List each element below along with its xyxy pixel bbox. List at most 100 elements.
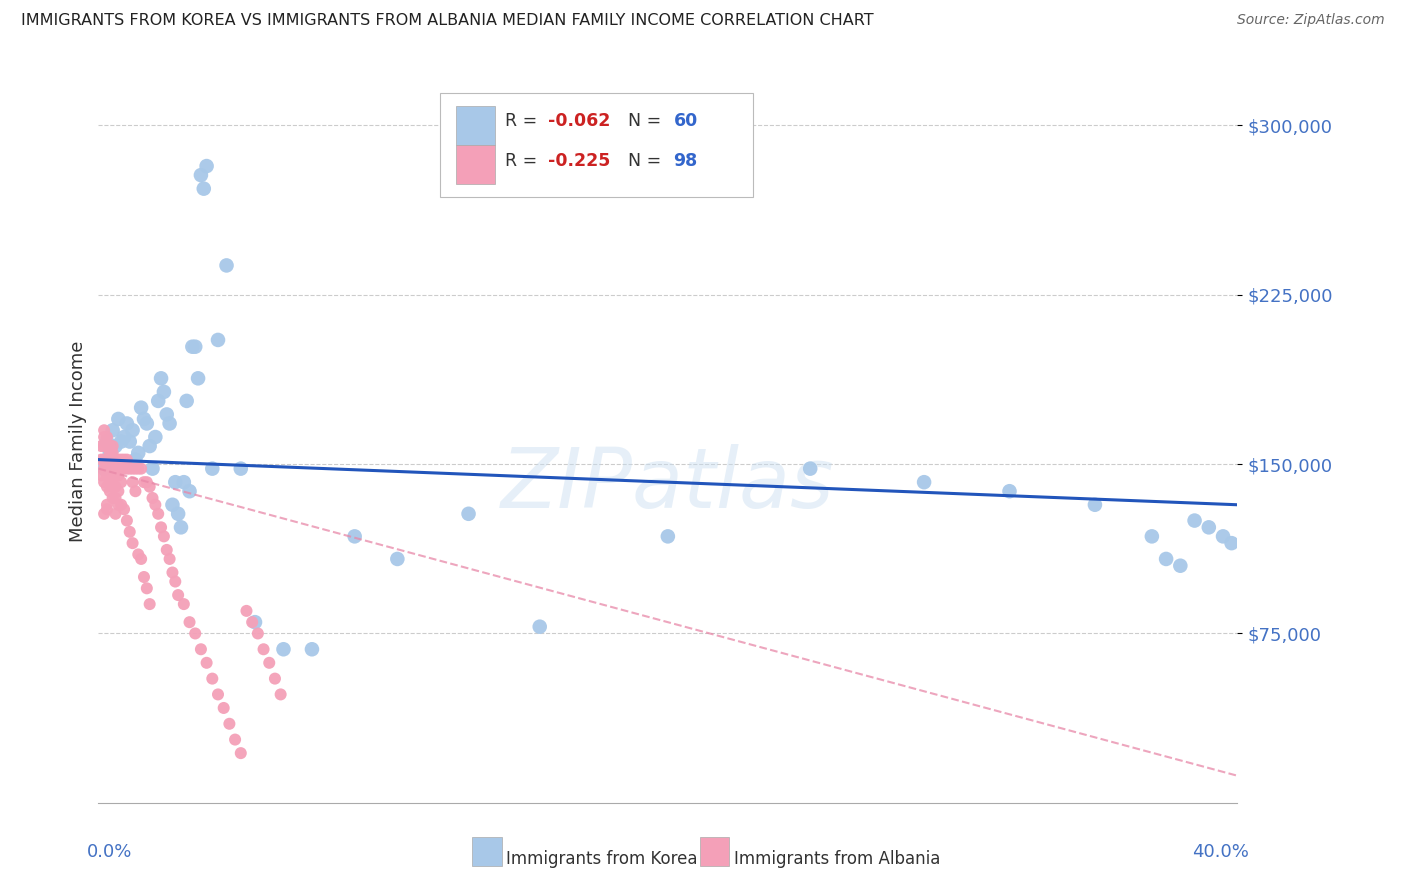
Point xyxy=(93,423,115,437)
Point xyxy=(110,475,132,490)
Point xyxy=(201,672,224,686)
Point xyxy=(159,552,181,566)
Point xyxy=(96,452,118,467)
Text: -0.225: -0.225 xyxy=(548,153,610,170)
Text: Source: ZipAtlas.com: Source: ZipAtlas.com xyxy=(1237,13,1385,28)
Point xyxy=(270,687,292,701)
Point xyxy=(132,570,155,584)
Point xyxy=(387,552,409,566)
Point xyxy=(141,461,163,475)
Point xyxy=(132,412,155,426)
Point xyxy=(159,417,181,431)
Point xyxy=(93,452,115,467)
Point xyxy=(121,475,143,490)
FancyBboxPatch shape xyxy=(440,93,754,197)
Point xyxy=(107,484,129,499)
Point xyxy=(132,475,155,490)
Point xyxy=(301,642,323,657)
Point xyxy=(148,507,170,521)
Text: -0.062: -0.062 xyxy=(548,112,610,130)
Point xyxy=(104,461,127,475)
Point xyxy=(104,452,127,467)
Point xyxy=(98,461,121,475)
Point xyxy=(93,461,115,475)
Point xyxy=(173,597,195,611)
Point xyxy=(115,417,138,431)
Text: 40.0%: 40.0% xyxy=(1192,843,1249,861)
Point xyxy=(101,423,124,437)
Point xyxy=(96,468,118,483)
Point xyxy=(264,672,287,686)
Text: 0.0%: 0.0% xyxy=(87,843,132,861)
Point xyxy=(93,507,115,521)
Point xyxy=(145,498,167,512)
Point xyxy=(115,452,138,467)
Point xyxy=(184,340,207,354)
Point xyxy=(101,446,124,460)
Point xyxy=(138,597,160,611)
FancyBboxPatch shape xyxy=(456,105,495,145)
Point xyxy=(107,498,129,512)
Point xyxy=(101,439,124,453)
Y-axis label: Median Family Income: Median Family Income xyxy=(69,341,87,542)
Point xyxy=(127,446,149,460)
Point xyxy=(90,452,112,467)
Point xyxy=(148,393,170,408)
FancyBboxPatch shape xyxy=(472,838,502,865)
Point xyxy=(112,430,135,444)
Point xyxy=(187,371,209,385)
Point xyxy=(252,642,274,657)
FancyBboxPatch shape xyxy=(456,145,495,185)
Point xyxy=(150,520,173,534)
Point xyxy=(96,480,118,494)
Point xyxy=(104,480,127,494)
Point xyxy=(799,461,821,475)
Point xyxy=(127,461,149,475)
Point xyxy=(179,484,201,499)
Point xyxy=(96,461,118,475)
Point xyxy=(207,687,229,701)
Point xyxy=(153,529,176,543)
Point xyxy=(165,574,187,589)
Text: N =: N = xyxy=(628,112,666,130)
Text: R =: R = xyxy=(505,112,543,130)
Point xyxy=(90,468,112,483)
Point xyxy=(229,461,252,475)
Point xyxy=(193,182,215,196)
Point xyxy=(96,439,118,453)
Point xyxy=(243,615,266,630)
Point xyxy=(96,430,118,444)
Point xyxy=(96,502,118,516)
Point xyxy=(98,446,121,460)
Text: N =: N = xyxy=(628,153,666,170)
Point xyxy=(176,393,198,408)
Point xyxy=(190,642,212,657)
Point xyxy=(998,484,1021,499)
Point xyxy=(135,475,157,490)
Text: Immigrants from Albania: Immigrants from Albania xyxy=(734,850,941,868)
Point xyxy=(98,475,121,490)
Point xyxy=(127,548,149,562)
Point xyxy=(1212,529,1234,543)
Point xyxy=(135,582,157,596)
Point xyxy=(124,452,146,467)
Point xyxy=(184,626,207,640)
Point xyxy=(118,434,141,449)
Text: Immigrants from Korea: Immigrants from Korea xyxy=(506,850,697,868)
Text: R =: R = xyxy=(505,153,543,170)
Point xyxy=(167,507,190,521)
Point xyxy=(124,484,146,499)
FancyBboxPatch shape xyxy=(700,838,730,865)
Point xyxy=(259,656,281,670)
Point xyxy=(215,259,238,273)
Point xyxy=(235,604,257,618)
Point xyxy=(121,536,143,550)
Text: IMMIGRANTS FROM KOREA VS IMMIGRANTS FROM ALBANIA MEDIAN FAMILY INCOME CORRELATIO: IMMIGRANTS FROM KOREA VS IMMIGRANTS FROM… xyxy=(21,13,873,29)
Point xyxy=(115,514,138,528)
Point xyxy=(1084,498,1107,512)
Point xyxy=(529,620,551,634)
Point xyxy=(343,529,366,543)
Point xyxy=(96,434,118,449)
Point xyxy=(181,340,204,354)
Point xyxy=(98,457,121,471)
